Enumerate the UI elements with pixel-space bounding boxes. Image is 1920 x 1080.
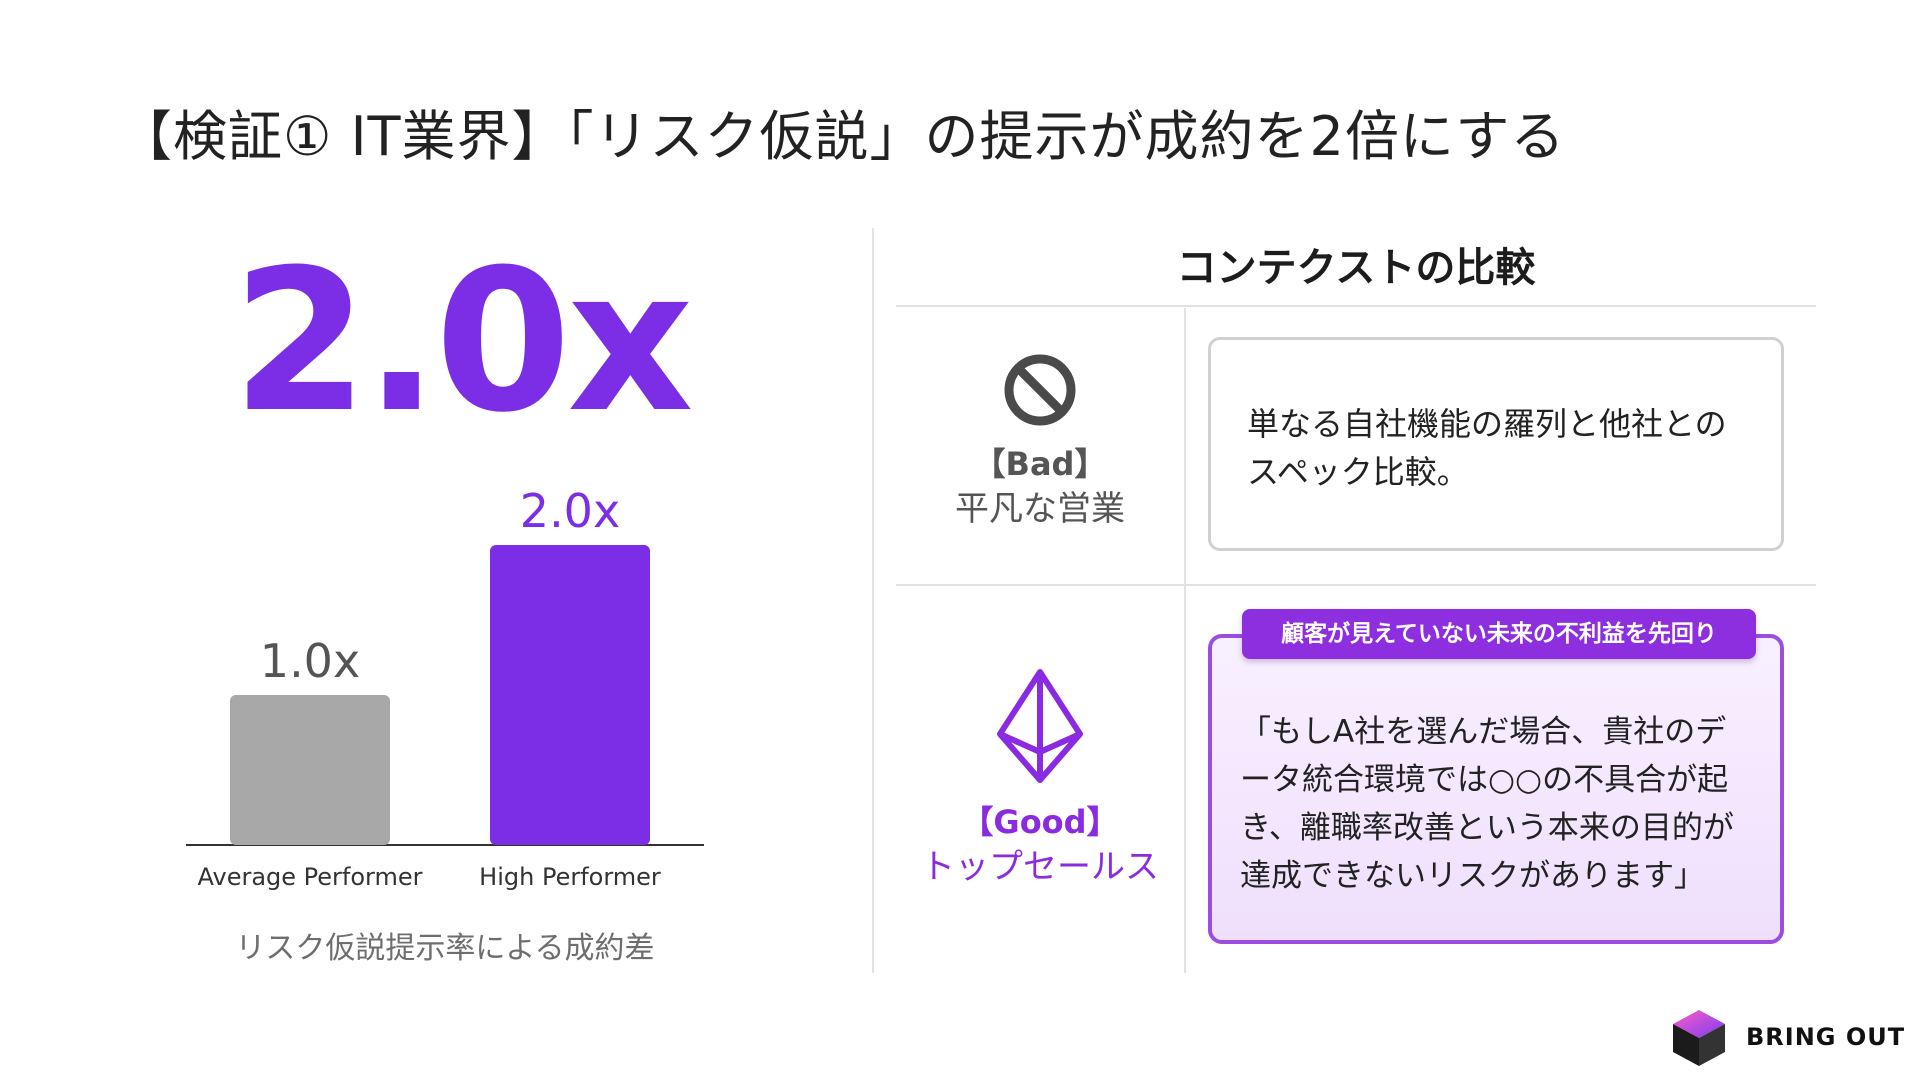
chart-caption: リスク仮説提示率による成約差 <box>235 931 655 966</box>
category-label-0: Average Performer <box>197 863 422 891</box>
bar-1 <box>490 545 650 845</box>
column-divider <box>1184 308 1186 973</box>
brand-name: BRING OUT <box>1746 1023 1906 1051</box>
page-title: 【検証① IT業界】「リスク仮説」の提示が成約を2倍にする <box>118 105 1566 168</box>
ethereum-diamond-icon <box>997 669 1083 783</box>
good-label: 【Good】 トップセールス <box>896 668 1184 891</box>
bad-description-box: 単なる自社機能の羅列と他社とのスペック比較。 <box>1208 337 1784 551</box>
headline-multiplier: 2.0x <box>232 228 694 456</box>
bad-role: 平凡な営業 <box>955 488 1125 529</box>
bad-label: 【Bad】 平凡な営業 <box>896 352 1184 533</box>
prohibited-icon <box>1004 354 1076 426</box>
bad-tag: 【Bad】 <box>973 445 1107 483</box>
comparison-title: コンテクストの比較 <box>1176 245 1536 291</box>
vertical-divider <box>872 228 874 973</box>
bar-value-label-0: 1.0x <box>260 634 360 688</box>
good-description-box: 「もしA社を選んだ場合、貴社のデータ統合環境では○○の不具合が起き、離職率改善と… <box>1208 634 1784 944</box>
bar-value-label-1: 2.0x <box>520 485 620 538</box>
category-label-1: High Performer <box>479 863 661 891</box>
bar-0 <box>230 695 390 845</box>
header-divider <box>896 305 1816 307</box>
bar-chart: 1.0x Average Performer 2.0x High Performer <box>186 485 704 891</box>
good-description: 「もしA社を選んだ場合、貴社のデータ統合環境では○○の不具合が起き、離職率改善と… <box>1240 714 1734 895</box>
good-tag: 【Good】 <box>961 803 1119 841</box>
good-badge: 顧客が見えていない未来の不利益を先回り <box>1242 609 1756 659</box>
row-divider <box>896 584 1816 586</box>
cube-logo-icon <box>1673 1010 1725 1066</box>
bad-description: 単なる自社機能の羅列と他社とのスペック比較。 <box>1247 405 1727 491</box>
good-role: トップセールス <box>921 846 1159 887</box>
